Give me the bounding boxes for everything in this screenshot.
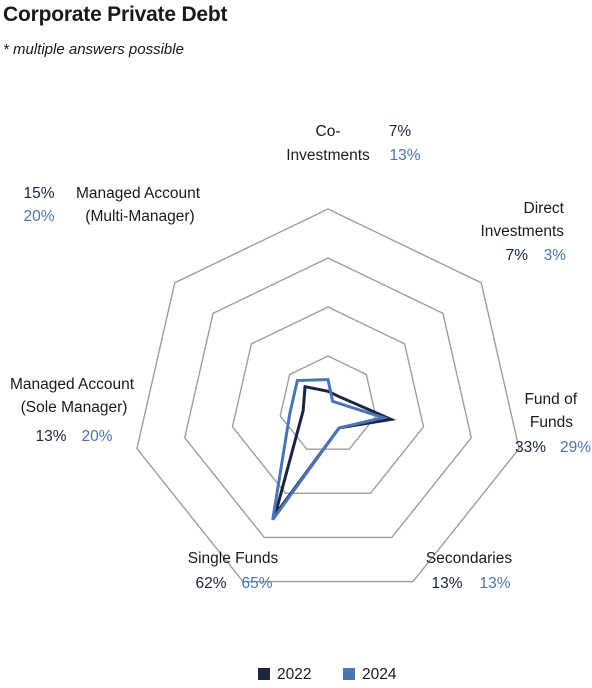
- value-label-2024: 13%: [479, 575, 510, 592]
- axis-label-managed-account-sole: Managed Account (Sole Manager) 13% 20%: [10, 376, 135, 445]
- value-label-2022: 7%: [506, 247, 529, 264]
- legend-label-2024: 2024: [362, 666, 397, 683]
- axis-label-direct-investments: Direct Investments 7% 3%: [480, 200, 566, 264]
- axis-label-line: (Sole Manager): [21, 399, 128, 416]
- grid-ring: [183, 257, 473, 539]
- value-label-2022: 13%: [35, 428, 66, 445]
- grid-ring: [136, 208, 520, 583]
- axis-label-single-funds: Single Funds 62% 65%: [188, 550, 279, 592]
- radar-series: [271, 377, 397, 521]
- grid-ring: [231, 306, 425, 494]
- axis-label-co-investments: Co- Investments 7% 13%: [286, 123, 421, 164]
- axis-label-line: Secondaries: [426, 550, 512, 567]
- value-label-2024: 20%: [81, 428, 112, 445]
- value-label-2024: 29%: [560, 439, 591, 456]
- axis-label-line: Single Funds: [188, 550, 279, 567]
- legend: 2022 2024: [258, 666, 397, 683]
- legend-swatch-2024: [343, 668, 355, 680]
- axis-label-managed-account-multi: Managed Account (Multi-Manager) 15% 20%: [23, 185, 200, 225]
- axis-label-line: Managed Account: [76, 185, 201, 202]
- legend-swatch-2022: [258, 668, 270, 680]
- axis-label-line: (Multi-Manager): [85, 208, 194, 225]
- axis-label-line: Fund of: [524, 391, 577, 408]
- chart-title: Corporate Private Debt: [3, 3, 228, 26]
- axis-label-secondaries: Secondaries 13% 13%: [426, 550, 512, 592]
- axis-label-fund-of-funds: Fund of Funds 33% 29%: [515, 391, 591, 456]
- legend-label-2022: 2022: [277, 666, 311, 683]
- value-label-2024: 3%: [544, 247, 567, 264]
- grid-ring: [279, 355, 377, 450]
- value-label-2022: 13%: [431, 575, 462, 592]
- value-label-2022: 33%: [515, 439, 546, 456]
- radar-grid: [136, 208, 520, 583]
- axis-label-line: Managed Account: [10, 376, 135, 393]
- axis-label-line: Co-: [316, 123, 341, 140]
- value-label-2022: 62%: [195, 575, 226, 592]
- series-line-2024: [271, 377, 390, 521]
- value-label-2024: 13%: [389, 147, 420, 164]
- axis-label-line: Direct: [524, 200, 565, 217]
- value-label-2022: 7%: [389, 123, 412, 140]
- chart-subtitle: * multiple answers possible: [3, 41, 184, 58]
- axis-label-line: Investments: [286, 147, 370, 164]
- value-label-2024: 20%: [23, 208, 54, 225]
- axis-label-line: Funds: [530, 414, 573, 431]
- value-label-2024: 65%: [241, 575, 272, 592]
- axis-label-line: Investments: [480, 223, 564, 240]
- value-label-2022: 15%: [23, 185, 54, 202]
